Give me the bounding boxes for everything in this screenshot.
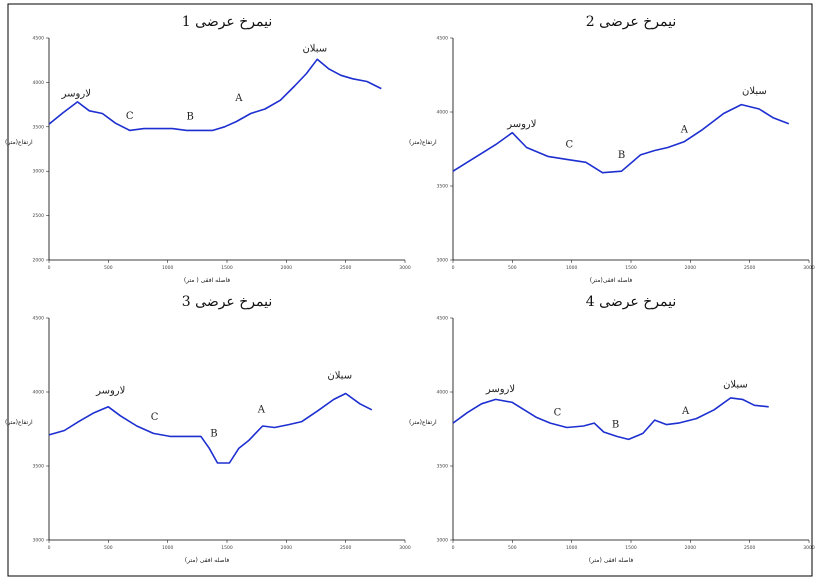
x-tick-label: 1000: [566, 545, 578, 551]
profile-line: [452, 103, 790, 174]
point-label: A: [234, 93, 243, 104]
x-axis-label: فاصله افقی(متر): [590, 277, 633, 284]
y-axis-label: ارتفاع(متر): [5, 419, 33, 426]
x-tick-label: 3000: [803, 545, 815, 551]
point-label: A: [257, 405, 266, 416]
y-tick-label: 4000: [437, 110, 449, 116]
y-tick-label: 4000: [33, 390, 45, 396]
point-label: C: [554, 408, 562, 419]
point-label: سبلان: [723, 380, 748, 391]
x-tick-label: 3000: [399, 265, 411, 271]
x-tick-label: 1000: [162, 545, 174, 551]
point-label: لاروسر: [95, 385, 125, 396]
y-tick-label: 3500: [437, 184, 449, 190]
x-tick-label: 1500: [625, 265, 637, 271]
x-tick-label: 0: [452, 545, 455, 551]
y-tick-label: 3000: [33, 169, 45, 175]
x-tick-label: 2000: [685, 265, 697, 271]
x-tick-label: 500: [104, 265, 113, 271]
point-label: B: [612, 420, 619, 431]
x-tick-label: 2000: [685, 545, 697, 551]
point-label: B: [187, 112, 194, 123]
profile-line: [48, 392, 373, 464]
profile-line: [452, 397, 769, 441]
point-label: لاروسر: [485, 384, 515, 395]
y-tick-label: 3000: [437, 258, 449, 264]
x-tick-label: 0: [48, 265, 51, 271]
y-tick-label: 4500: [33, 36, 45, 42]
point-label: A: [681, 406, 690, 417]
point-label: سبلان: [327, 371, 352, 382]
x-tick-label: 3000: [399, 545, 411, 551]
y-tick-label: 3000: [437, 538, 449, 544]
x-tick-label: 2000: [281, 265, 293, 271]
figure-border: [7, 3, 813, 577]
x-tick-label: 1500: [221, 265, 233, 271]
x-tick-label: 500: [508, 545, 517, 551]
chart-title: نیمرخ عرضی 4: [586, 294, 676, 310]
y-tick-label: 2500: [33, 213, 45, 219]
x-tick-label: 1500: [221, 545, 233, 551]
x-axis-label: فاصله افقی ( متر): [184, 277, 230, 284]
point-label: لاروسر: [61, 89, 91, 100]
x-axis-label: فاصله افقی (متر): [589, 557, 634, 564]
x-tick-label: 1000: [162, 265, 174, 271]
y-tick-label: 3500: [437, 464, 449, 470]
y-tick-label: 4000: [437, 390, 449, 396]
y-axis-label: ارتفاع(متر): [409, 419, 437, 426]
x-tick-label: 2500: [744, 265, 756, 271]
x-tick-label: 2000: [281, 545, 293, 551]
chart-title: نیمرخ عرضی 2: [586, 14, 676, 30]
point-label: C: [126, 111, 134, 122]
x-tick-label: 500: [508, 265, 517, 271]
x-tick-label: 1500: [625, 545, 637, 551]
y-tick-label: 3500: [33, 124, 45, 130]
point-label: سبلان: [742, 86, 767, 97]
point-label: لاروسر: [506, 119, 536, 130]
point-label: C: [565, 140, 573, 151]
x-axis-label: فاصله افقی (متر): [185, 557, 230, 564]
x-tick-label: 2500: [340, 545, 352, 551]
point-label: B: [210, 428, 217, 439]
x-tick-label: 2500: [340, 265, 352, 271]
x-tick-label: 0: [48, 545, 51, 551]
y-tick-label: 3500: [33, 464, 45, 470]
y-tick-label: 4000: [33, 80, 45, 86]
point-label: C: [151, 412, 159, 423]
x-tick-label: 3000: [803, 265, 815, 271]
y-tick-label: 4500: [33, 316, 45, 322]
point-label: A: [680, 125, 689, 136]
y-tick-label: 3000: [33, 538, 45, 544]
y-tick-label: 2000: [33, 258, 45, 264]
y-axis-label: ارتفاع(متر): [5, 139, 33, 146]
y-axis-label: ارتفاع(متر): [409, 139, 437, 146]
x-tick-label: 500: [104, 545, 113, 551]
x-tick-label: 2500: [744, 545, 756, 551]
point-label: B: [618, 150, 625, 161]
chart-title: نیمرخ عرضی 1: [182, 14, 272, 30]
x-tick-label: 0: [452, 265, 455, 271]
y-tick-label: 4500: [437, 316, 449, 322]
point-label: سبلان: [302, 43, 327, 54]
x-tick-label: 1000: [566, 265, 578, 271]
chart-title: نیمرخ عرضی 3: [182, 294, 272, 310]
y-tick-label: 4500: [437, 36, 449, 42]
profile-line: [48, 58, 382, 132]
